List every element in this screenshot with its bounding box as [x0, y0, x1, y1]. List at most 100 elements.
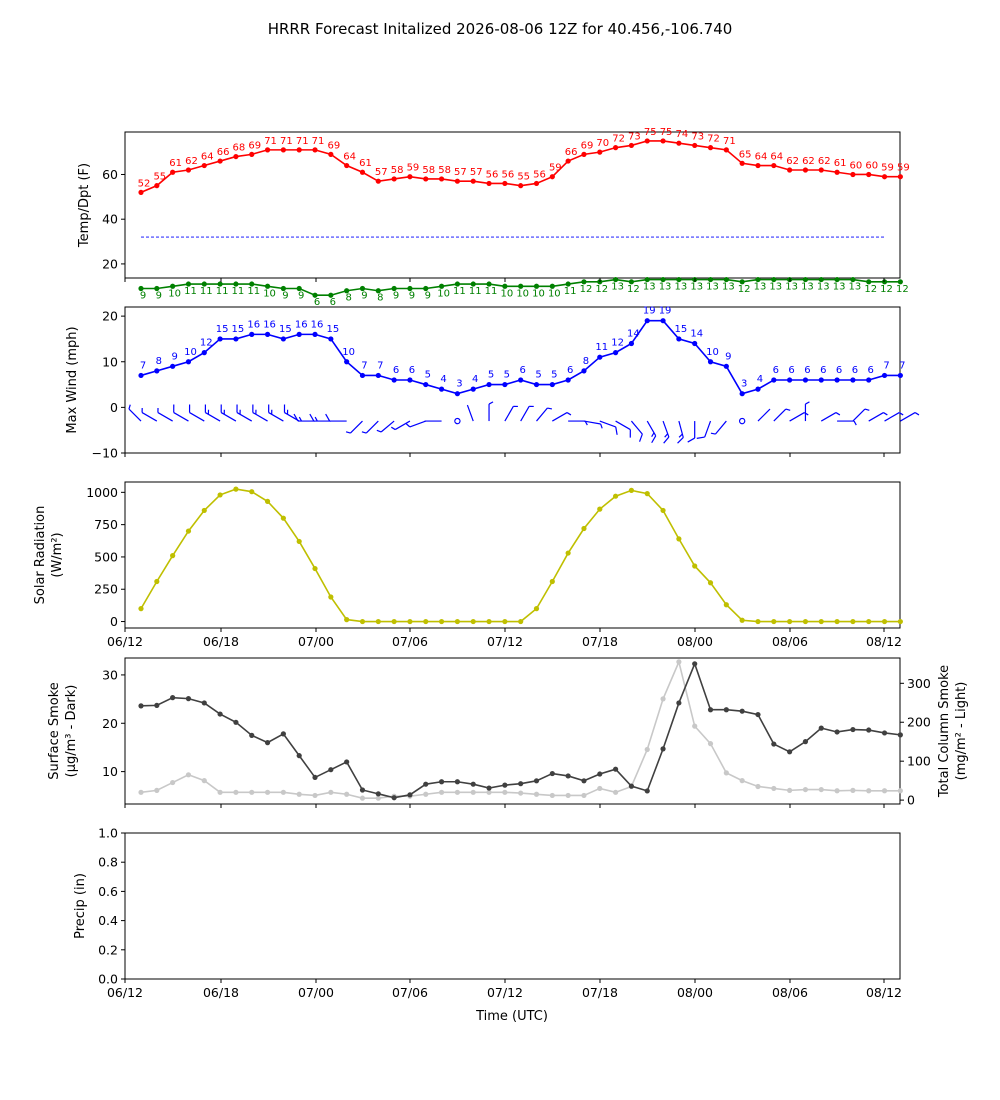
solar-x-tick-label: 08/00 — [677, 634, 713, 649]
dewpoint-data-label: 8 — [377, 293, 383, 304]
wind-data-label: 10 — [706, 347, 719, 358]
temp-point — [660, 138, 666, 144]
temp-data-label: 52 — [138, 178, 151, 189]
solar-point — [739, 617, 745, 623]
solar-y-axis-label: Solar Radiation (W/m²) — [33, 506, 65, 605]
wind-barb-half-flag — [805, 401, 810, 405]
solar-point — [217, 492, 223, 498]
wind-data-label: 6 — [804, 365, 810, 376]
dewpoint-point — [328, 292, 334, 298]
dewpoint-point — [185, 281, 192, 287]
smoke-right-y-axis-label: Total Column Smoke (mg/m² - Light) — [937, 665, 969, 798]
wind-data-label: 6 — [393, 365, 399, 376]
smoke-column-point — [897, 788, 903, 794]
dewpoint-data-label: 13 — [785, 282, 798, 293]
wind-point — [676, 336, 682, 342]
wind-barb — [804, 401, 810, 422]
dewpoint-point — [423, 285, 429, 292]
temp-data-label: 61 — [169, 158, 182, 169]
smoke-column-point — [328, 789, 334, 795]
smoke-column-point — [423, 791, 429, 797]
wind-point — [723, 363, 729, 369]
wind-barb-shaft — [466, 404, 474, 422]
dewpoint-point — [881, 279, 888, 285]
wind-barb-half-flag — [391, 426, 396, 431]
dewpoint-point — [644, 276, 650, 283]
dewpoint-point — [723, 276, 729, 283]
wind-barb-shaft — [128, 408, 142, 422]
wind-barb-calm — [738, 417, 746, 425]
wind-point — [486, 381, 492, 388]
smoke-column-point — [802, 786, 809, 793]
solar-point — [359, 618, 366, 625]
dewpoint-data-label: 10 — [168, 288, 181, 299]
dewpoint-data-label: 11 — [200, 286, 213, 297]
dewpoint-point — [438, 283, 445, 289]
dewpoint-data-label: 10 — [437, 288, 450, 299]
precip-x-tick-label: 08/00 — [677, 985, 713, 1000]
smoke-column-point — [597, 785, 603, 792]
solar-point — [328, 594, 334, 600]
wind-barb-flag — [629, 429, 631, 438]
temp-data-label: 55 — [517, 172, 530, 183]
wind-data-label: 3 — [741, 379, 747, 390]
wind-data-label: 6 — [852, 365, 858, 376]
solar-point — [264, 498, 271, 504]
dewpoint-data-label: 11 — [232, 286, 245, 297]
wind-point — [280, 336, 286, 342]
temp-point — [359, 169, 366, 175]
solar-point — [296, 538, 302, 545]
wind-barb — [677, 420, 684, 444]
wind-barb — [852, 408, 870, 422]
wind-point — [644, 318, 650, 324]
smoke-column-point — [486, 789, 492, 795]
dewpoint-data-label: 11 — [184, 286, 197, 297]
dewpoint-data-label: 13 — [849, 282, 862, 293]
wind-barb-half-flag — [864, 408, 870, 411]
solar-point — [407, 618, 413, 625]
smoke-column-point — [755, 783, 761, 790]
temp-data-label: 60 — [865, 160, 878, 171]
temp-data-label: 59 — [549, 163, 562, 174]
wind-barb-shaft — [646, 420, 657, 437]
solar-point — [454, 618, 460, 625]
solar-y-tick-label: 750 — [94, 517, 118, 532]
temp-data-label: 72 — [612, 134, 625, 145]
temp-point — [818, 167, 824, 173]
smoke-surface-point — [312, 774, 318, 781]
temp-point — [771, 162, 777, 169]
smoke-surface-point — [328, 767, 334, 773]
wind-barb — [188, 404, 205, 422]
wind-barb-flag — [188, 404, 191, 413]
smoke-surface-line — [140, 661, 901, 799]
wind-data-label: 5 — [488, 370, 494, 381]
wind-data-label: 8 — [156, 356, 162, 367]
wind-barb-shaft — [394, 420, 411, 431]
dewpoint-data-label: 11 — [485, 286, 498, 297]
figure-title: HRRR Forecast Initalized 2026-08-06 12Z … — [268, 20, 733, 38]
smoke-surface-point — [280, 731, 286, 737]
wind-barb-shaft — [552, 412, 568, 422]
wind-barb — [488, 401, 494, 422]
wind-point — [787, 377, 793, 383]
wind-barb — [662, 420, 670, 444]
solar-point — [787, 618, 793, 625]
wind-barb-half-flag — [835, 412, 841, 416]
wind-data-label: 14 — [690, 329, 703, 340]
smoke-surface-point — [707, 707, 714, 713]
wind-point — [375, 372, 381, 379]
wind-barb-flag — [204, 404, 207, 413]
wind-barb-shaft — [220, 412, 237, 422]
dewpoint-point — [391, 285, 397, 292]
wind-barb-half-flag — [157, 407, 159, 413]
wind-point — [834, 377, 840, 383]
precip-y-tick-label: 0.2 — [98, 942, 118, 957]
temp-point — [613, 145, 619, 151]
smoke-surface-point — [692, 661, 698, 667]
smoke-column-point — [565, 792, 571, 799]
solar-point — [470, 618, 476, 625]
smoke-column-line — [140, 659, 901, 799]
temp-y-tick-label: 20 — [102, 256, 118, 271]
smoke-column-point — [312, 792, 318, 799]
wind-barb-flag — [677, 437, 684, 444]
